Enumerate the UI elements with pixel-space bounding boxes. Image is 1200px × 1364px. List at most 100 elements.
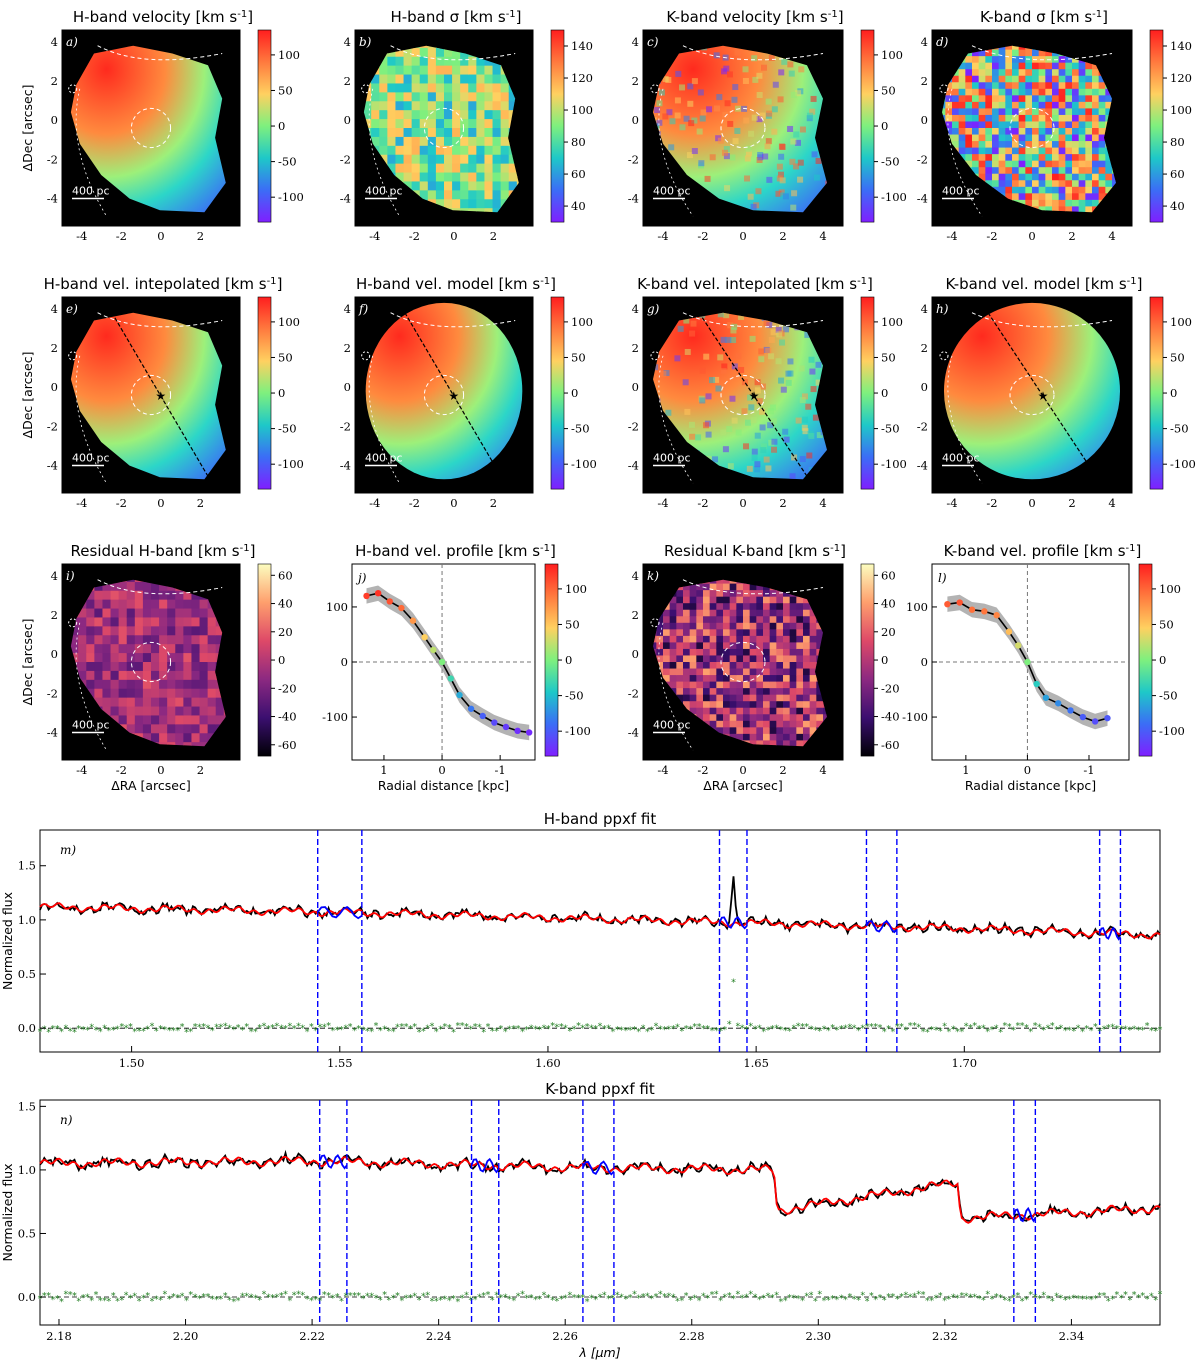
residual-point: * (990, 1296, 995, 1306)
map-pixel (776, 609, 784, 617)
map-pixel (86, 670, 95, 681)
map-pixel (151, 608, 160, 619)
map-pixel (476, 128, 486, 138)
map-pixel (1052, 75, 1060, 83)
map-pixel (945, 114, 953, 123)
map-pixel (452, 136, 461, 147)
residual-point: * (361, 1026, 366, 1036)
map-pixel (134, 706, 144, 717)
map-pixel (743, 688, 751, 696)
map-pixel (703, 616, 711, 624)
map-pixel (669, 596, 677, 604)
map-pixel (94, 662, 104, 672)
map-pixel (411, 163, 421, 174)
x-tick-label: -1 (495, 763, 506, 777)
residual-point: * (1119, 1025, 1124, 1035)
map-pixel (427, 181, 437, 191)
map-pixel (1045, 206, 1053, 213)
residual-point: * (309, 1297, 314, 1307)
map-pixel (743, 733, 751, 741)
map-pixel (763, 622, 771, 630)
map-pixel (758, 356, 765, 363)
map-pixel (985, 95, 993, 103)
residual-point: * (296, 1291, 301, 1301)
map-pixel (745, 150, 752, 157)
map-pixel (387, 154, 397, 165)
panel-label: b) (359, 35, 372, 49)
residual-point: * (1085, 1296, 1090, 1306)
small-contour (650, 618, 660, 628)
residual-point: * (921, 1291, 926, 1301)
map-pixel (793, 131, 800, 138)
map-pixel (1038, 88, 1046, 96)
map-pixel (776, 642, 784, 650)
profile-point (1055, 700, 1062, 707)
map-pixel (151, 697, 160, 708)
residual-point: * (464, 1291, 469, 1301)
map-pixel (972, 62, 980, 70)
map-pixel (689, 609, 697, 617)
map-pixel (1018, 141, 1026, 149)
map-pixel (723, 616, 731, 624)
residual-point: * (1033, 1022, 1038, 1032)
map-pixel (734, 127, 741, 134)
masked-spectrum (1012, 1206, 1037, 1223)
map-pixel (452, 83, 461, 93)
map-pixel (1078, 121, 1086, 129)
residual-point: * (344, 1292, 349, 1302)
map-pixel (663, 668, 671, 676)
y-tick-label: 4 (921, 35, 928, 49)
map-pixel (1078, 141, 1086, 149)
map-pixel (191, 715, 201, 725)
residual-point: * (740, 1295, 745, 1305)
map-pixel (468, 136, 477, 147)
map-pixel (167, 608, 176, 619)
map-pixel (419, 83, 429, 93)
profile-point (363, 592, 370, 600)
map-pixel (958, 95, 966, 103)
map-pixel (126, 626, 136, 636)
residual-point: * (624, 1027, 629, 1037)
residual-point: * (654, 1293, 659, 1303)
map-pixel (1092, 160, 1100, 168)
map-pixel (492, 101, 502, 111)
map-pixel (992, 121, 1000, 129)
residual-point: * (111, 1027, 116, 1037)
residual-point: * (1141, 1026, 1146, 1036)
plot-frame (39, 1099, 1161, 1326)
map-pixel (1005, 45, 1013, 51)
map-pixel (729, 583, 737, 591)
map-pixel (803, 733, 811, 741)
map-pixel (703, 642, 711, 650)
map-pixel (715, 385, 722, 392)
map-pixel (395, 163, 405, 174)
map-pixel (476, 172, 486, 183)
map-pixel (1085, 128, 1093, 136)
residual-point: * (374, 1295, 379, 1305)
map-pixel (749, 701, 757, 709)
map-pixel (151, 581, 160, 592)
map-pixel (669, 118, 676, 125)
map-pixel (736, 707, 744, 715)
residual-point: * (680, 1027, 685, 1037)
map-pixel (110, 715, 120, 725)
y-tick-label: -4 (47, 459, 58, 473)
residual-point: * (279, 1025, 284, 1035)
map-pixel (207, 715, 217, 725)
y-tick-label: -100 (322, 710, 348, 724)
map-pixel (452, 128, 461, 138)
map-panel-b: 400 pcb)H-band σ [km s-1]-4 -2 0 2420-2-414… (340, 8, 593, 243)
colorbar (860, 563, 875, 757)
map-pixel (1025, 69, 1033, 77)
map-pixel (776, 701, 784, 709)
residual-point: * (1110, 1296, 1115, 1306)
residual-point: * (309, 1023, 314, 1033)
map-pixel (703, 668, 711, 676)
residual-point: * (848, 1024, 853, 1034)
map-pixel (769, 740, 777, 747)
map-pixel (435, 199, 445, 209)
y-tick-label: -4 (628, 726, 639, 740)
map-pixel (1045, 147, 1053, 155)
map-pixel (379, 101, 388, 111)
residual-point: * (38, 1028, 43, 1038)
